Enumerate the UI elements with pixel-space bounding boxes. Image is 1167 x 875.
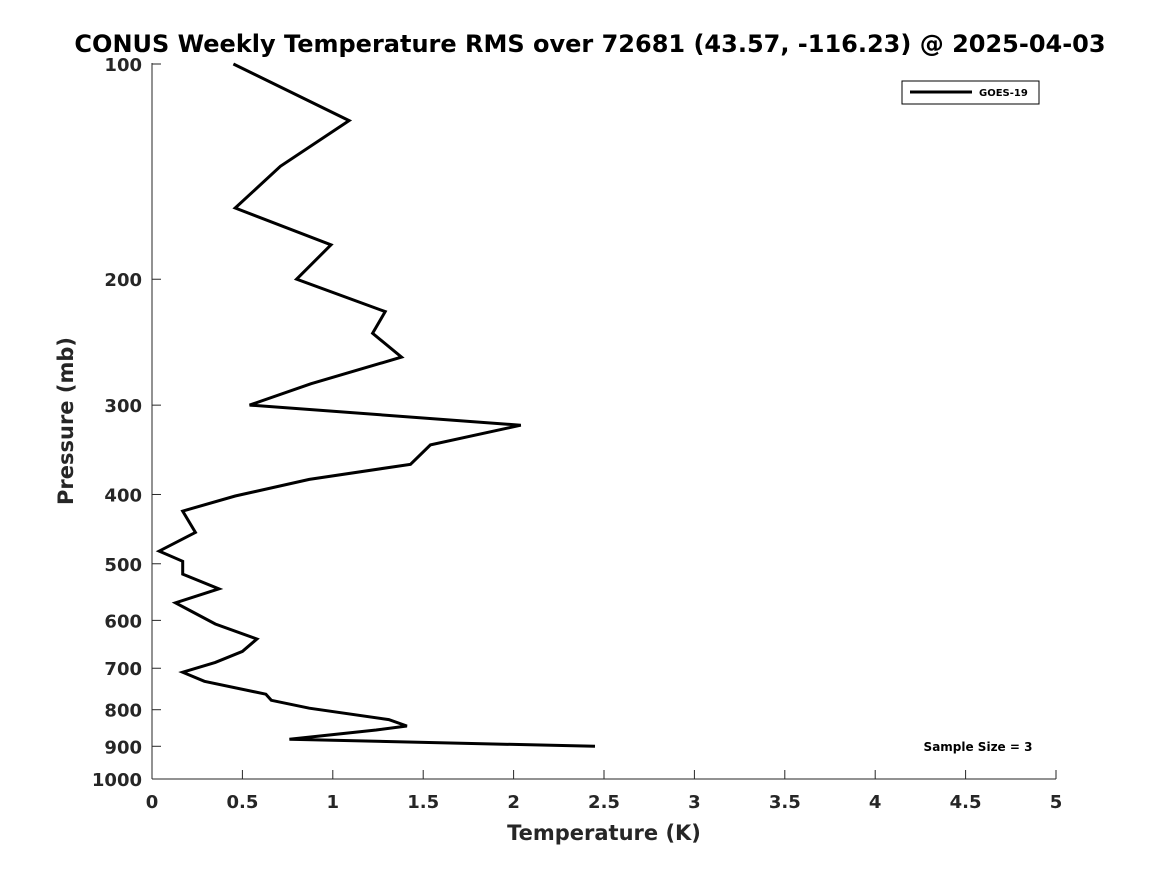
x-tick-label: 3: [688, 792, 701, 813]
y-tick-label: 400: [104, 485, 142, 506]
sample-size-annotation: Sample Size = 3: [924, 740, 1033, 754]
y-tick-label: 700: [104, 659, 142, 680]
y-tick-label: 800: [104, 701, 142, 722]
x-tick-label: 5: [1050, 792, 1063, 813]
y-tick-label: 100: [104, 55, 142, 76]
y-ticks: 100 200 300 400 500 600 700 800 900 1000: [92, 55, 161, 791]
chart-title: CONUS Weekly Temperature RMS over 72681 …: [74, 30, 1105, 58]
y-tick-label: 500: [104, 555, 142, 576]
x-tick-label: 0.5: [226, 792, 258, 813]
x-ticks: 0 0.5 1 1.5 2 2.5 3 3.5 4 4.5 5: [146, 770, 1063, 813]
x-tick-label: 2.5: [588, 792, 620, 813]
y-tick-label: 1000: [92, 770, 142, 791]
legend-label: GOES-19: [979, 88, 1028, 99]
x-tick-label: 1: [327, 792, 340, 813]
x-tick-label: 3.5: [769, 792, 801, 813]
y-axis-label: Pressure (mb): [54, 337, 78, 505]
x-tick-label: 1.5: [407, 792, 439, 813]
y-tick-label: 600: [104, 611, 142, 632]
x-tick-label: 4.5: [950, 792, 982, 813]
axes: [151, 63, 1056, 780]
x-tick-label: 2: [507, 792, 520, 813]
y-tick-label: 900: [104, 737, 142, 758]
x-tick-label: 4: [869, 792, 882, 813]
x-tick-label: 0: [146, 792, 159, 813]
x-axis-label: Temperature (K): [507, 821, 701, 845]
legend: GOES-19: [901, 80, 1040, 105]
y-tick-label: 200: [104, 270, 142, 291]
y-tick-label: 300: [104, 396, 142, 417]
series-line-goes-19: [155, 62, 596, 748]
